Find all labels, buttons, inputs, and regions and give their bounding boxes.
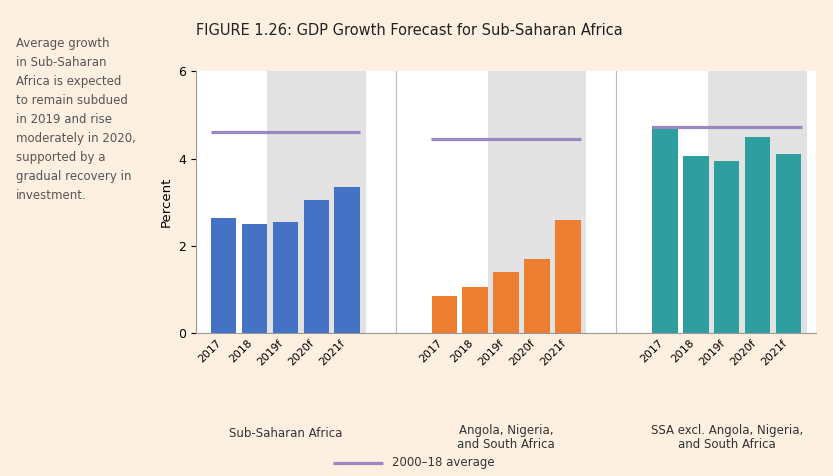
Bar bbox=[272, 222, 298, 333]
Bar bbox=[267, 71, 366, 333]
Text: 2000–18 average: 2000–18 average bbox=[392, 456, 494, 469]
Bar bbox=[462, 288, 488, 333]
Bar bbox=[524, 259, 550, 333]
Bar bbox=[652, 126, 677, 333]
Text: and South Africa: and South Africa bbox=[457, 438, 555, 451]
Bar bbox=[211, 218, 237, 333]
Text: Angola, Nigeria,: Angola, Nigeria, bbox=[459, 424, 553, 436]
Bar bbox=[555, 220, 581, 333]
Y-axis label: Percent: Percent bbox=[159, 177, 172, 228]
Text: SSA excl. Angola, Nigeria,: SSA excl. Angola, Nigeria, bbox=[651, 424, 803, 436]
Bar bbox=[714, 161, 740, 333]
Bar bbox=[303, 200, 329, 333]
Bar bbox=[242, 224, 267, 333]
Bar bbox=[683, 157, 709, 333]
Text: Average growth
in Sub-Saharan
Africa is expected
to remain subdued
in 2019 and r: Average growth in Sub-Saharan Africa is … bbox=[16, 37, 136, 202]
Text: Sub-Saharan Africa: Sub-Saharan Africa bbox=[229, 427, 342, 440]
Bar bbox=[431, 296, 457, 333]
Text: FIGURE 1.26: GDP Growth Forecast for Sub-Saharan Africa: FIGURE 1.26: GDP Growth Forecast for Sub… bbox=[196, 23, 622, 38]
Bar bbox=[335, 187, 360, 333]
Bar bbox=[487, 71, 586, 333]
Bar bbox=[493, 272, 519, 333]
Text: and South Africa: and South Africa bbox=[678, 438, 776, 451]
Bar bbox=[708, 71, 807, 333]
Bar bbox=[745, 137, 771, 333]
Bar bbox=[776, 154, 801, 333]
